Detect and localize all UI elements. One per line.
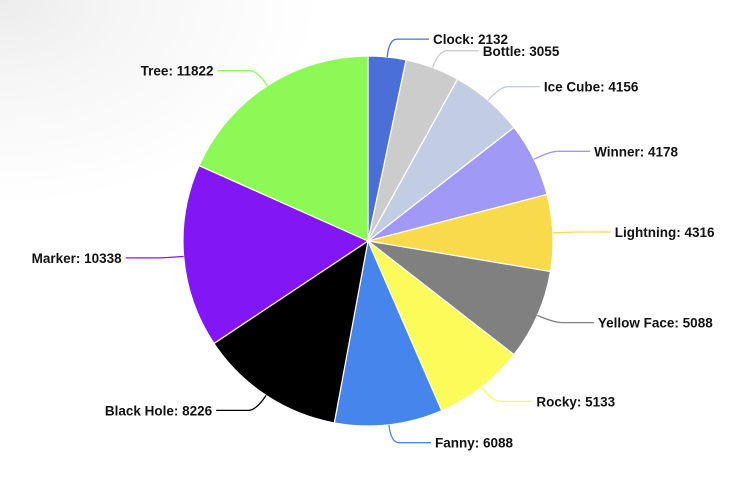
leader-line-winner: [533, 150, 591, 160]
leader-line-marker: [125, 255, 184, 259]
leader-line-rocky: [480, 386, 533, 403]
data-label-fanny: Fanny: 6088: [435, 436, 514, 451]
leader-line-ice-cube: [487, 86, 540, 101]
data-label-bottle: Bottle: 3055: [483, 44, 560, 59]
data-label-clock: Clock: 2132: [433, 32, 508, 47]
leader-line-lightning: [552, 231, 611, 234]
data-label-yellow-face: Yellow Face: 5088: [598, 316, 713, 331]
data-label-winner: Winner: 4178: [594, 144, 678, 159]
pie-slices: [182, 55, 554, 427]
pie-slice-rocky[interactable]: [367, 240, 515, 412]
data-label-lightning: Lightning: 4316: [615, 225, 715, 240]
data-label-marker: Marker: 10338: [32, 251, 123, 266]
data-label-tree: Tree: 11822: [141, 64, 214, 79]
leader-line-yellow-face: [537, 314, 594, 324]
leader-line-bottle: [431, 50, 479, 68]
leader-line-clock: [386, 38, 429, 58]
data-label-ice-cube: Ice Cube: 4156: [544, 80, 639, 95]
data-label-rocky: Rocky: 5133: [536, 394, 615, 409]
pie-slice-tree[interactable]: [198, 55, 369, 242]
leader-line-fanny: [388, 424, 431, 444]
leader-line-black-hole: [216, 395, 267, 412]
leader-lines: [125, 38, 611, 444]
pie-slice-marker[interactable]: [182, 165, 369, 345]
data-label-black-hole: Black Hole: 8226: [105, 403, 213, 418]
leader-line-tree: [217, 70, 268, 87]
pie-slice-yellow-face[interactable]: [367, 240, 552, 356]
